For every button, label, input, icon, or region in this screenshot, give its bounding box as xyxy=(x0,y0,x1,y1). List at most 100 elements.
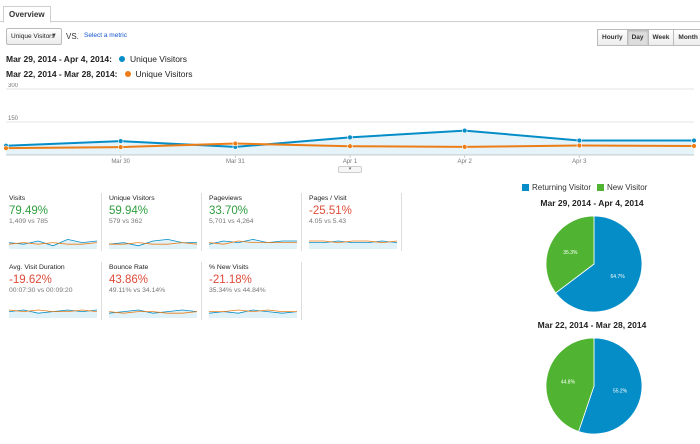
metric-select-value: Unique Visitors xyxy=(11,33,55,40)
new-swatch-icon xyxy=(597,184,604,191)
scorecard[interactable]: % New Visits -21.18% 35.34% vs 44.84% xyxy=(206,262,302,320)
sparkline xyxy=(9,309,97,318)
pie-slice-returning[interactable] xyxy=(578,337,643,435)
scorecard-change: -19.62% xyxy=(9,274,52,286)
sparkline-previous xyxy=(9,242,97,245)
legend-current: Mar 29, 2014 - Apr 4, 2014: Unique Visit… xyxy=(6,54,187,64)
pie-slice-label: 44.8% xyxy=(561,380,576,386)
pie-legend: Returning Visitor New Visitor xyxy=(522,183,653,192)
pie-legend-new-label: New Visitor xyxy=(607,183,648,192)
scorecard[interactable]: Bounce Rate 43.86% 49.11% vs 34.14% xyxy=(106,262,202,320)
sparkline-fill xyxy=(9,239,97,249)
sparkline-current xyxy=(109,309,197,314)
metric-select[interactable]: Unique Visitors ▼ xyxy=(6,28,62,45)
x-tick-label: Mar 31 xyxy=(226,159,245,165)
scorecard-change: 59.94% xyxy=(109,205,149,217)
pie-slice-new[interactable] xyxy=(545,337,595,432)
scorecard-change: 79.49% xyxy=(9,205,49,217)
scorecard[interactable]: Avg. Visit Duration -19.62% 00:07:30 vs 00… xyxy=(6,262,102,320)
legend-previous-name: Unique Visitors xyxy=(135,69,193,79)
scorecard-title: Avg. Visit Duration xyxy=(9,264,65,271)
sparkline-previous xyxy=(309,240,397,244)
data-point[interactable] xyxy=(461,127,468,134)
scorecard-comparison: 49.11% vs 34.14% xyxy=(109,287,166,294)
scorecard-title: Pageviews xyxy=(209,195,242,202)
pie-legend-returning-label: Returning Visitor xyxy=(532,183,591,192)
pie-slice-label: 35.3% xyxy=(563,250,578,256)
scorecard[interactable]: Pageviews 33.70% 5,701 vs 4,264 xyxy=(206,193,302,251)
sparkline xyxy=(9,238,97,249)
pie-slice-label: 64.7% xyxy=(611,274,626,280)
scorecard-comparison: 4.05 vs 5.43 xyxy=(309,218,347,225)
scorecard-comparison: 5,701 vs 4,264 xyxy=(209,218,254,225)
pie-title-current: Mar 29, 2014 - Apr 4, 2014 xyxy=(540,198,644,208)
scorecard-comparison: 00:07:30 vs 00:09:20 xyxy=(9,287,73,294)
pie-title-previous: Mar 22, 2014 - Mar 28, 2014 xyxy=(537,320,647,330)
sparkline-fill xyxy=(209,239,297,249)
sparkline xyxy=(109,238,197,249)
scorecard-comparison: 1,409 vs 785 xyxy=(9,218,48,225)
sparkline xyxy=(109,309,197,318)
data-point[interactable] xyxy=(347,143,353,149)
data-point[interactable] xyxy=(117,138,124,144)
sparkline-fill xyxy=(309,241,397,249)
scorecard-change: 43.86% xyxy=(109,274,149,286)
x-tick-label: Mar 30 xyxy=(111,159,130,165)
data-point[interactable] xyxy=(576,137,583,144)
pie-legend-returning: Returning Visitor xyxy=(522,183,591,192)
tab-bar: Overview xyxy=(0,0,700,23)
sparkline-previous xyxy=(9,309,97,313)
scorecard[interactable]: Pages / Visit -25.51% 4.05 vs 5.43 xyxy=(306,193,402,251)
scorecard-title: % New Visits xyxy=(209,264,249,271)
scorecard[interactable]: Unique Visitors 59.94% 579 vs 362 xyxy=(106,193,202,251)
legend-previous-dot-icon xyxy=(124,71,131,77)
chevron-down-icon: ▼ xyxy=(51,33,57,39)
sparkline xyxy=(209,238,297,249)
data-point[interactable] xyxy=(347,134,353,141)
y-tick-label: 150 xyxy=(8,116,19,122)
tab-overview[interactable]: Overview xyxy=(3,6,51,23)
sparkline-previous xyxy=(209,240,297,245)
sparkline-current xyxy=(9,238,97,247)
hourly-button[interactable]: Hourly xyxy=(597,29,628,46)
legend-previous: Mar 22, 2014 - Mar 28, 2014: Unique Visi… xyxy=(6,69,193,79)
select-metric-link[interactable]: Select a metric xyxy=(84,32,127,39)
sparkline xyxy=(209,309,297,318)
scorecard-title: Visits xyxy=(9,195,26,202)
legend-current-name: Unique Visitors xyxy=(130,54,188,64)
month-button[interactable]: Month xyxy=(673,29,700,46)
pie-slice-label: 55.2% xyxy=(613,388,628,394)
returning-swatch-icon xyxy=(522,184,529,191)
data-point[interactable] xyxy=(691,137,697,144)
x-tick-label: Apr 2 xyxy=(457,159,472,165)
chart-resize-handle[interactable]: ▾ xyxy=(338,166,362,173)
pie-chart-current: 64.7% 35.3% xyxy=(545,215,643,313)
week-button[interactable]: Week xyxy=(647,29,675,46)
scorecard[interactable]: Visits 79.49% 1,409 vs 785 xyxy=(6,193,102,251)
pie-slice-new[interactable] xyxy=(545,215,595,294)
scorecard-comparison: 579 vs 362 xyxy=(109,218,143,225)
data-point[interactable] xyxy=(691,143,697,149)
data-point[interactable] xyxy=(576,142,583,149)
day-button[interactable]: Day xyxy=(626,29,649,46)
legend-previous-range: Mar 22, 2014 - Mar 28, 2014: xyxy=(6,69,118,79)
pie-chart-previous: 55.2% 44.8% xyxy=(545,337,643,435)
scorecard-title: Bounce Rate xyxy=(109,264,149,271)
scorecard-change: 33.70% xyxy=(209,205,249,217)
sparkline-previous xyxy=(109,311,197,314)
sparkline-previous xyxy=(209,309,297,313)
sparkline-previous xyxy=(109,242,197,245)
data-point[interactable] xyxy=(461,144,468,150)
sparkline xyxy=(309,240,397,249)
line-chart: 300 150 Mar 30 Mar 31 Apr 1 Apr 2 Apr 3 xyxy=(3,83,697,165)
data-point[interactable] xyxy=(117,144,124,150)
pie-slice-returning[interactable] xyxy=(555,215,643,313)
data-point[interactable] xyxy=(3,145,9,151)
series-area-fill xyxy=(6,130,694,155)
pie-legend-new: New Visitor xyxy=(597,183,647,192)
scorecard-title: Unique Visitors xyxy=(109,195,155,202)
x-tick-label: Apr 3 xyxy=(572,159,587,165)
scorecard-comparison: 35.34% vs 44.84% xyxy=(209,287,266,294)
vs-label: VS. xyxy=(66,32,79,41)
data-point[interactable] xyxy=(232,140,239,147)
